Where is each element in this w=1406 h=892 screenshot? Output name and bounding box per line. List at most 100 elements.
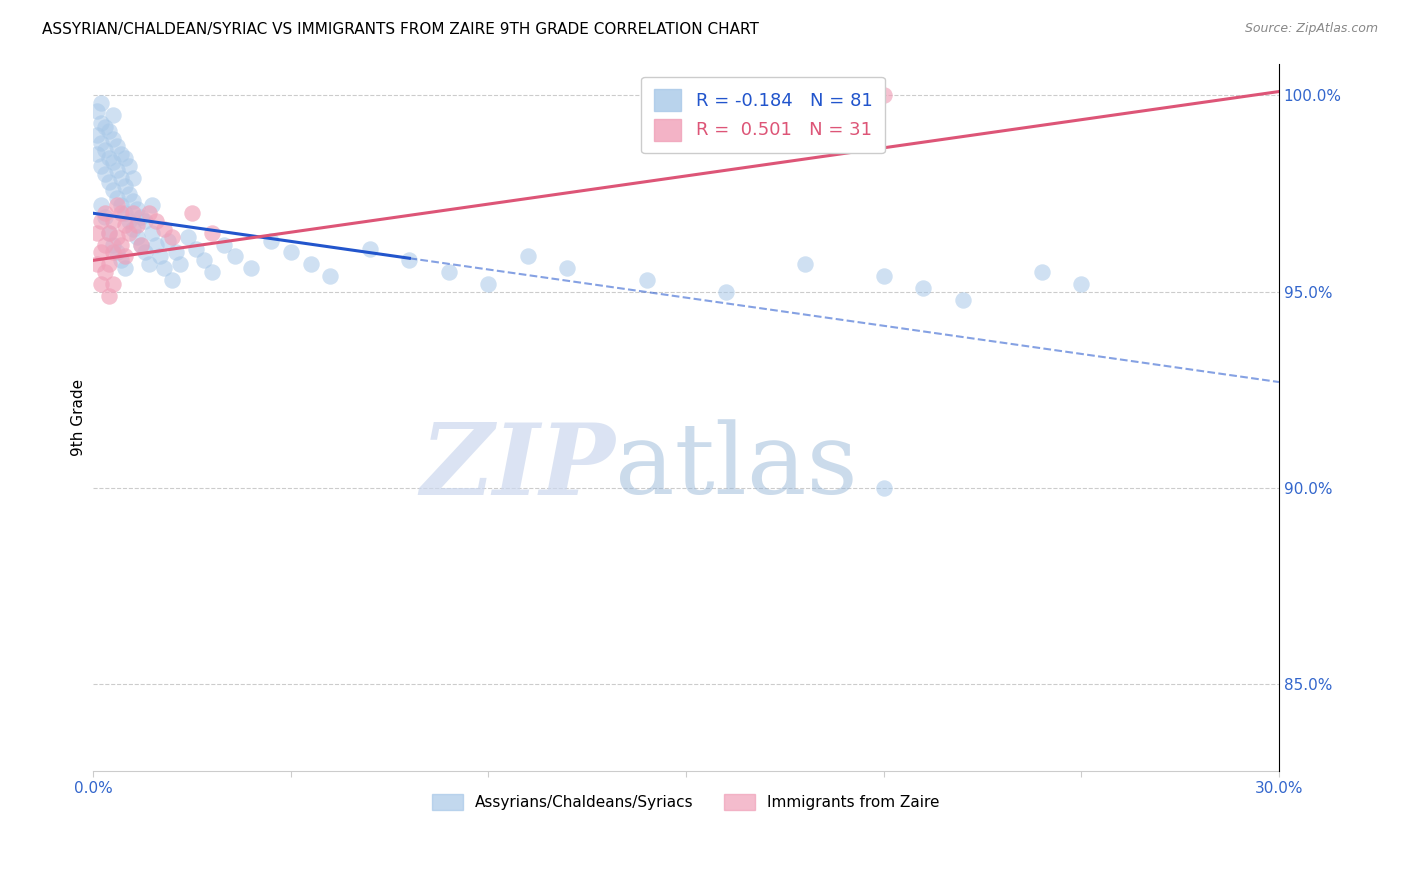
Point (1031, 265, 1053, 279)
Point (240, 261, 263, 276)
Point (94, 237, 117, 252)
Point (873, 481, 896, 495)
Point (952, 293, 974, 307)
Point (437, 265, 460, 279)
Point (138, 206, 160, 220)
Point (101, 277, 124, 291)
Text: ASSYRIAN/CHALDEAN/SYRIAC VS IMMIGRANTS FROM ZAIRE 9TH GRADE CORRELATION CHART: ASSYRIAN/CHALDEAN/SYRIAC VS IMMIGRANTS F… (42, 22, 759, 37)
Point (90, 136, 112, 150)
Point (98, 257, 121, 271)
Point (145, 237, 167, 252)
Point (184, 242, 207, 256)
Point (94, 167, 117, 181)
Point (110, 198, 132, 212)
Point (193, 253, 215, 268)
Point (94, 265, 117, 279)
Point (110, 237, 132, 252)
Point (105, 229, 128, 244)
Point (114, 249, 136, 263)
Point (118, 159, 141, 173)
Point (141, 226, 163, 240)
Point (86, 147, 108, 161)
Point (94, 206, 117, 220)
Point (212, 237, 235, 252)
Point (114, 261, 136, 276)
Point (98, 124, 121, 138)
Point (359, 242, 381, 256)
Point (98, 288, 121, 302)
Point (145, 214, 167, 228)
Point (118, 186, 141, 201)
Point (94, 144, 117, 158)
Point (105, 139, 128, 153)
Point (557, 261, 579, 276)
Point (114, 218, 136, 232)
Point (110, 170, 132, 185)
Legend: Assyrians/Chaldeans/Syriacs, Immigrants from Zaire: Assyrians/Chaldeans/Syriacs, Immigrants … (426, 788, 946, 816)
Point (94, 210, 117, 224)
Point (165, 245, 187, 260)
Point (912, 281, 935, 295)
Point (114, 151, 136, 165)
Point (110, 253, 132, 268)
Point (90, 245, 112, 260)
Point (101, 183, 124, 197)
Point (129, 237, 152, 252)
Point (94, 120, 117, 134)
Point (114, 178, 136, 193)
Y-axis label: 9th Grade: 9th Grade (72, 379, 86, 456)
Point (157, 234, 180, 248)
Point (177, 229, 200, 244)
Point (98, 151, 121, 165)
Point (224, 249, 246, 263)
Point (101, 131, 124, 145)
Point (86, 128, 108, 142)
Text: atlas: atlas (614, 419, 858, 515)
Point (134, 214, 156, 228)
Point (873, 268, 896, 283)
Point (98, 226, 121, 240)
Point (636, 273, 658, 287)
Point (138, 257, 160, 271)
Point (121, 222, 143, 236)
Point (398, 253, 420, 268)
Point (105, 190, 128, 204)
Point (160, 273, 183, 287)
Point (101, 108, 124, 122)
Point (134, 245, 156, 260)
Point (101, 155, 124, 169)
Point (98, 226, 121, 240)
Point (90, 214, 112, 228)
Point (299, 257, 322, 271)
Point (129, 210, 152, 224)
Point (125, 202, 148, 217)
Point (105, 245, 128, 260)
Point (201, 265, 224, 279)
Text: ZIP: ZIP (420, 418, 614, 515)
Point (86, 104, 108, 119)
Point (153, 261, 176, 276)
Point (105, 163, 128, 178)
Point (110, 206, 132, 220)
Point (125, 218, 148, 232)
Point (477, 277, 499, 291)
Point (110, 147, 132, 161)
Point (201, 226, 224, 240)
Point (169, 257, 191, 271)
Point (793, 257, 815, 271)
Point (319, 268, 342, 283)
Point (141, 198, 163, 212)
Point (121, 170, 143, 185)
Point (181, 206, 204, 220)
Point (121, 206, 143, 220)
Point (90, 116, 112, 130)
Point (101, 214, 124, 228)
Point (90, 198, 112, 212)
Point (121, 194, 143, 209)
Point (105, 198, 128, 212)
Point (118, 226, 141, 240)
Point (101, 245, 124, 260)
Point (90, 96, 112, 111)
Text: Source: ZipAtlas.com: Source: ZipAtlas.com (1244, 22, 1378, 36)
Point (517, 249, 540, 263)
